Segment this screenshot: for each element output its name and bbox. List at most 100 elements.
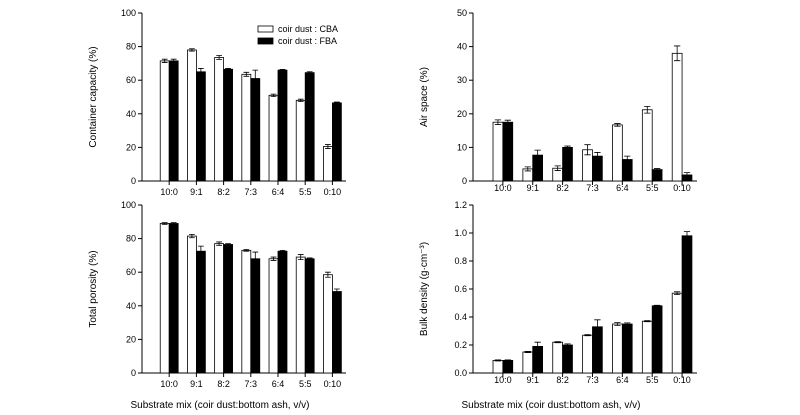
- y-tick-label: 10: [457, 142, 467, 152]
- y-tick-label: 100: [121, 200, 136, 210]
- x-axis-title-left: Substrate mix (coir dust:bottom ash, v/v…: [131, 400, 310, 411]
- error-bar-cba: [554, 165, 561, 171]
- bar-fba-air-space: [651, 169, 663, 182]
- error-bar-fba: [534, 149, 541, 161]
- x-tick-label: 7:3: [245, 379, 258, 389]
- x-tick-label: 7:3: [245, 187, 258, 197]
- error-bar-cba: [243, 249, 250, 252]
- y-tick-label: 20: [126, 142, 136, 152]
- x-tick-label: 9:1: [190, 187, 203, 197]
- y-tick-label: 80: [126, 42, 136, 52]
- y-tick-label: 40: [126, 301, 136, 311]
- error-bar-fba: [334, 101, 340, 105]
- error-bar-fba: [170, 222, 177, 225]
- bar-fba-container-capacity: [195, 71, 206, 182]
- y-axis-title-container-capacity: Container capacity (%): [88, 46, 99, 147]
- error-bar-fba: [306, 71, 313, 74]
- error-bar-fba: [653, 304, 661, 307]
- error-bar-fba: [534, 341, 541, 351]
- bar-fba-air-space: [562, 146, 573, 182]
- bar-cba-air-space: [612, 124, 623, 182]
- error-bar-cba: [297, 254, 304, 260]
- x-tick-label: 10:0: [160, 187, 178, 197]
- error-bar-cba: [270, 93, 277, 97]
- error-bar-fba: [225, 68, 231, 71]
- bar-fba-bulk-density: [502, 359, 514, 374]
- error-bar-fba: [683, 172, 691, 178]
- x-tick-label: 8:2: [217, 379, 230, 389]
- error-bar-fba: [252, 69, 259, 88]
- y-tick-label: 80: [126, 234, 136, 244]
- y-tick-label: 0: [131, 176, 136, 186]
- error-bar-fba: [564, 343, 571, 347]
- error-bar-cba: [524, 351, 531, 353]
- x-tick-label: 0:10: [673, 375, 691, 385]
- y-tick-label: 40: [457, 42, 467, 52]
- bar-fba-bulk-density: [651, 305, 663, 374]
- bar-fba-container-capacity: [223, 68, 233, 182]
- error-bar-cba: [673, 291, 681, 295]
- error-bar-fba: [683, 231, 691, 241]
- y-tick-label: 100: [121, 8, 136, 18]
- error-bar-cba: [584, 144, 591, 156]
- error-bar-cba: [524, 166, 531, 172]
- x-tick-label: 0:10: [324, 379, 342, 389]
- error-bar-fba: [279, 69, 286, 72]
- legend-label-fba: coir dust : FBA: [278, 36, 337, 46]
- y-tick-label: 0: [462, 176, 467, 186]
- x-tick-label: 5:5: [299, 379, 312, 389]
- legend-label-cba: coir dust : CBA: [278, 24, 338, 34]
- error-bar-fba: [306, 257, 313, 260]
- bar-cba-container-capacity: [159, 60, 170, 182]
- x-tick-label: 7:3: [586, 183, 599, 193]
- error-bar-fba: [279, 249, 286, 253]
- bar-cba-air-space: [641, 109, 653, 182]
- y-tick-label: 40: [126, 109, 136, 119]
- error-bar-fba: [624, 322, 631, 326]
- error-bar-fba: [624, 155, 631, 164]
- y-axis-title-bulk-density: Bulk density (g·cm⁻³): [419, 242, 430, 336]
- bar-fba-container-capacity: [277, 69, 288, 182]
- x-tick-label: 9:1: [526, 183, 539, 193]
- bar-cba-total-porosity: [214, 243, 224, 374]
- error-bar-cba: [189, 48, 195, 52]
- error-bar-cba: [161, 222, 168, 225]
- panel-air-space: 0 10 20 30 40 50 Air space (%) 10:0 9:1 8:2 7:3 6:4…: [419, 8, 697, 193]
- bar-cba-bulk-density: [671, 292, 683, 374]
- bar-cba-bulk-density: [582, 334, 593, 374]
- y-tick-label: 1.2: [454, 200, 467, 210]
- x-tick-label: 10:0: [160, 379, 178, 389]
- y-tick-label: 60: [126, 267, 136, 277]
- x-tick-label: 6:4: [616, 183, 629, 193]
- x-tick-label: 5:5: [299, 187, 312, 197]
- y-tick-label: 0.8: [454, 256, 467, 266]
- y-tick-label: 0: [131, 368, 136, 378]
- x-axis-title-right: Substrate mix (coir dust:bottom ash, v/v…: [462, 400, 641, 411]
- bar-cba-total-porosity: [295, 256, 306, 374]
- bar-fba-total-porosity: [304, 258, 315, 374]
- error-bar-fba: [170, 58, 177, 63]
- bar-cba-total-porosity: [323, 274, 333, 374]
- y-tick-label: 0.0: [454, 368, 467, 378]
- x-tick-label: 8:2: [556, 375, 569, 385]
- bar-cba-bulk-density: [522, 351, 534, 374]
- bar-cba-air-space: [671, 52, 683, 182]
- x-tick-label: 5:5: [646, 375, 659, 385]
- panel-container-capacity: 0 20 40 60 80 100 Container capacity (%) 10:0 9:…: [88, 8, 346, 197]
- bar-cba-bulk-density: [641, 320, 653, 374]
- error-bar-cba: [494, 119, 502, 125]
- error-bar-fba: [564, 145, 571, 150]
- error-bar-cba: [161, 58, 168, 63]
- bar-cba-total-porosity: [187, 235, 197, 374]
- error-bar-fba: [198, 245, 204, 257]
- error-bar-cba: [644, 106, 651, 114]
- error-bar-fba: [594, 152, 601, 161]
- x-tick-label: 10:0: [494, 375, 512, 385]
- bar-fba-bulk-density: [562, 344, 573, 374]
- x-tick-label: 5:5: [646, 183, 659, 193]
- x-tick-label: 9:1: [526, 375, 539, 385]
- error-bar-fba: [252, 251, 259, 266]
- x-tick-label: 8:2: [217, 187, 230, 197]
- x-tick-label: 6:4: [272, 187, 285, 197]
